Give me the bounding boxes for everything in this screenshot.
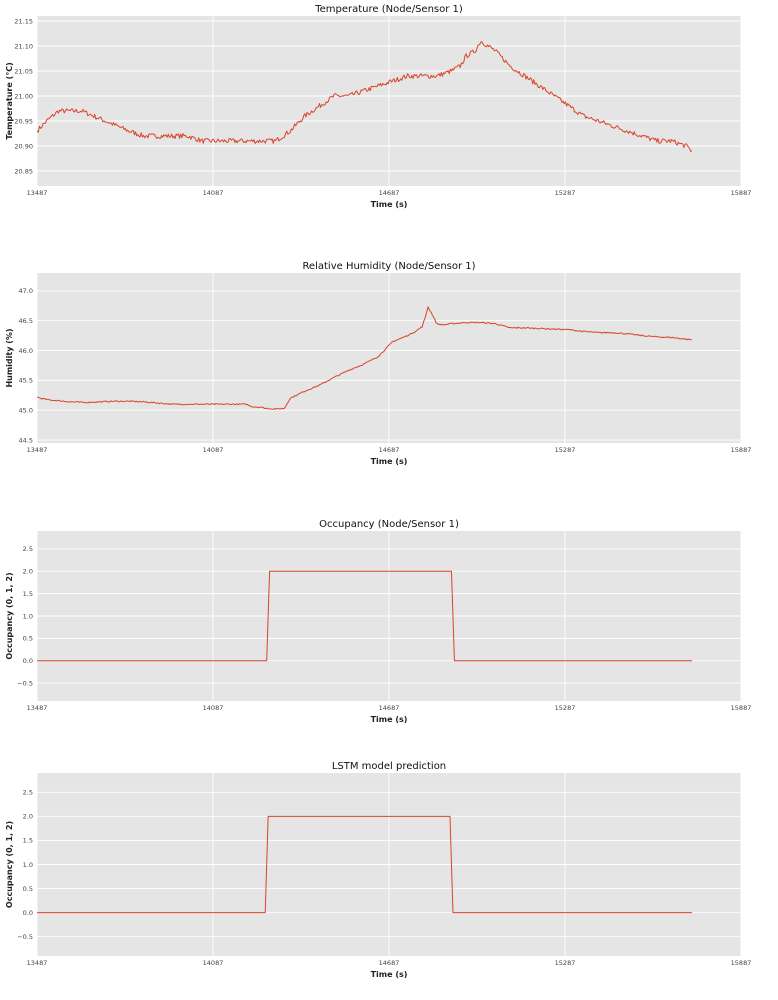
- y-tick-label: 0.5: [23, 635, 33, 643]
- y-tick-label: 46.0: [19, 347, 33, 355]
- y-tick-label: 1.0: [23, 861, 33, 869]
- chart-panel: 13487 14087 14687 15287 15887 −0.5 0.0 0.5 1.0 1.…: [5, 761, 751, 979]
- x-tick-label: 15287: [555, 704, 576, 712]
- y-tick-label: 21.00: [14, 92, 33, 100]
- x-tick-label: 15887: [731, 446, 752, 454]
- x-tick-label: 14087: [203, 704, 224, 712]
- y-tick-label: 45.0: [19, 406, 33, 414]
- y-tick-label: 2.5: [23, 545, 33, 553]
- x-tick-label: 13487: [27, 446, 48, 454]
- y-tick-label: 21.10: [14, 42, 33, 50]
- y-tick-label: 0.5: [23, 885, 33, 893]
- x-axis-label: Time (s): [371, 970, 408, 979]
- y-tick-label: 21.15: [14, 17, 33, 25]
- y-tick-label: 47.0: [19, 287, 33, 295]
- x-tick-label: 13487: [27, 704, 48, 712]
- y-tick-label: 0.0: [23, 909, 33, 917]
- y-tick-label: 1.5: [23, 837, 33, 845]
- x-axis-label: Time (s): [371, 200, 408, 209]
- y-tick-label: 1.5: [23, 590, 33, 598]
- y-tick-label: 2.5: [23, 789, 33, 797]
- x-tick-label: 14687: [379, 189, 400, 197]
- chart-panel: 13487 14087 14687 15287 15887 44.5 45.0 45.5 46.…: [5, 261, 751, 466]
- y-tick-label: 21.05: [14, 67, 33, 75]
- x-tick-label: 14687: [379, 704, 400, 712]
- y-tick-label: 44.5: [19, 436, 33, 444]
- x-tick-label: 15287: [555, 446, 576, 454]
- chart-panel: 13487 14087 14687 15287 15887 20.85 20.90 20.95…: [5, 4, 751, 209]
- y-tick-label: −0.5: [17, 933, 33, 941]
- x-tick-label: 14687: [379, 446, 400, 454]
- x-axis-label: Time (s): [371, 715, 408, 724]
- x-tick-label: 14087: [203, 446, 224, 454]
- y-tick-label: 20.95: [14, 117, 33, 125]
- y-axis-label: Occupancy (0, 1, 2): [5, 821, 14, 908]
- x-tick-label: 15887: [731, 189, 752, 197]
- y-tick-label: 46.5: [19, 317, 33, 325]
- x-tick-label: 13487: [27, 959, 48, 967]
- x-tick-label: 15287: [555, 959, 576, 967]
- x-tick-label: 13487: [27, 189, 48, 197]
- y-tick-label: 0.0: [23, 657, 33, 665]
- x-tick-label: 15887: [731, 959, 752, 967]
- chart-title: Occupancy (Node/Sensor 1): [319, 519, 459, 530]
- x-tick-label: 14687: [379, 959, 400, 967]
- x-tick-label: 15887: [731, 704, 752, 712]
- y-tick-label: 45.5: [19, 377, 33, 385]
- chart-title: Temperature (Node/Sensor 1): [314, 4, 463, 15]
- y-tick-label: 20.90: [14, 142, 33, 150]
- chart-title: LSTM model prediction: [332, 761, 446, 772]
- x-tick-label: 14087: [203, 189, 224, 197]
- x-axis-label: Time (s): [371, 457, 408, 466]
- y-tick-label: 20.85: [14, 167, 33, 175]
- y-axis-label: Humidity (%): [5, 328, 14, 387]
- y-tick-label: 1.0: [23, 612, 33, 620]
- y-axis-label: Occupancy (0, 1, 2): [5, 572, 14, 659]
- y-axis-label: Temperature (°C): [5, 62, 14, 140]
- chart-title: Relative Humidity (Node/Sensor 1): [302, 261, 475, 272]
- x-tick-label: 15287: [555, 189, 576, 197]
- y-tick-label: −0.5: [17, 679, 33, 687]
- y-tick-label: 2.0: [23, 813, 33, 821]
- x-tick-label: 14087: [203, 959, 224, 967]
- chart-panel: 13487 14087 14687 15287 15887 −0.5 0.0 0.5 1.0 1.…: [5, 519, 751, 724]
- y-tick-label: 2.0: [23, 568, 33, 576]
